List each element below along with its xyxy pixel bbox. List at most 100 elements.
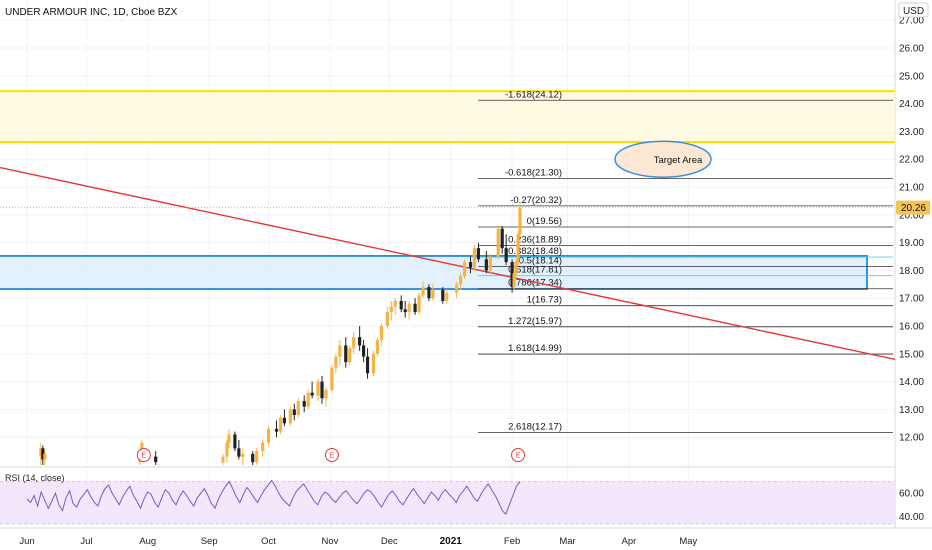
candle xyxy=(43,451,47,465)
candle xyxy=(330,364,334,393)
candle xyxy=(282,409,286,427)
rsi-tick-label: 60.00 xyxy=(899,489,924,500)
x-tick-label: May xyxy=(679,536,697,547)
candle xyxy=(421,281,425,299)
candle xyxy=(427,284,431,301)
x-tick-label: 2021 xyxy=(440,536,463,547)
candle xyxy=(459,273,463,290)
currency-box xyxy=(898,2,929,18)
x-tick-label: Jul xyxy=(80,536,92,547)
fib-level-label: 0.382(18.48) xyxy=(508,246,562,257)
rsi-band xyxy=(0,481,895,524)
y-tick-label: 13.00 xyxy=(899,405,924,416)
candle xyxy=(251,451,255,465)
candle xyxy=(385,306,389,329)
y-tick-label: 20.00 xyxy=(899,210,924,221)
candle xyxy=(334,353,338,374)
candle xyxy=(255,448,259,465)
candle xyxy=(413,298,417,315)
candle xyxy=(504,234,508,265)
supply-zone[interactable] xyxy=(0,91,895,142)
candle xyxy=(365,348,370,379)
candle xyxy=(514,259,518,276)
candle xyxy=(221,453,225,465)
y-tick-label: 19.00 xyxy=(899,238,924,249)
candle xyxy=(316,378,320,402)
earnings-marker[interactable]: E xyxy=(136,448,151,462)
rsi-tick-label: 40.00 xyxy=(899,512,924,523)
currency-label: USD xyxy=(903,6,924,17)
candle xyxy=(445,289,449,304)
y-tick-label: 22.00 xyxy=(899,155,924,166)
candle xyxy=(500,225,504,254)
trendline[interactable] xyxy=(0,166,896,361)
x-tick-label: Mar xyxy=(559,536,575,547)
candle xyxy=(496,225,500,260)
candle xyxy=(512,270,516,290)
fibonacci-extension[interactable]: -1.618(24.12) -0.618(21.30) -0.27(20.32) 0(… xyxy=(478,89,893,433)
candle xyxy=(389,300,393,321)
chart-title: UNDER ARMOUR INC, 1D, Cboe BZX xyxy=(5,7,178,18)
y-tick-label: 26.00 xyxy=(899,44,924,55)
y-tick-label: 18.00 xyxy=(899,266,924,277)
candle xyxy=(516,231,520,265)
candle xyxy=(348,345,352,365)
rsi-line xyxy=(26,479,521,515)
candle xyxy=(407,300,411,321)
candle xyxy=(352,331,356,354)
candle xyxy=(292,403,296,421)
candle xyxy=(375,337,380,357)
fib-level-label: 0.5(18.14) xyxy=(519,256,562,267)
candle xyxy=(296,398,300,418)
candle xyxy=(472,245,477,271)
candle xyxy=(320,376,324,404)
candle xyxy=(362,339,366,363)
last-price-tag xyxy=(896,200,930,215)
time-axis[interactable]: Jun Jul Aug Sep Oct Nov Dec 2021 Feb Mar Apr May xyxy=(0,527,932,547)
candle xyxy=(379,323,384,346)
x-tick-label: Oct xyxy=(261,536,276,547)
candle xyxy=(417,292,421,315)
candle xyxy=(455,281,459,299)
candle xyxy=(310,381,314,399)
earnings-label: E xyxy=(141,453,146,460)
fib-level-label: 2.618(12.17) xyxy=(508,421,562,432)
candle xyxy=(288,406,292,427)
candle xyxy=(241,448,245,465)
candle xyxy=(441,287,445,304)
candle xyxy=(393,298,397,315)
fib-level-label: 0.786(17.34) xyxy=(508,278,562,289)
x-tick-label: Nov xyxy=(321,536,338,547)
candle xyxy=(476,242,481,263)
fib-level-label: 1.618(14.99) xyxy=(508,343,562,354)
candle xyxy=(39,442,43,465)
candle xyxy=(41,445,45,465)
candle xyxy=(462,259,467,279)
y-tick-label: 12.00 xyxy=(899,433,924,444)
y-tick-label: 15.00 xyxy=(899,349,924,360)
fib-level-label: -0.618(21.30) xyxy=(505,168,562,179)
fib-level-label: 0(19.56) xyxy=(527,216,562,227)
y-tick-label: 17.00 xyxy=(899,294,924,305)
candle xyxy=(371,351,376,377)
candle xyxy=(302,395,306,413)
candle xyxy=(518,203,522,238)
earnings-marker[interactable]: E xyxy=(511,448,526,462)
earnings-marker[interactable]: E xyxy=(324,448,339,462)
x-tick-label: Aug xyxy=(139,536,156,547)
candle xyxy=(510,259,514,293)
y-tick-label: 24.00 xyxy=(899,99,924,110)
candle xyxy=(266,426,271,446)
earnings-label: E xyxy=(330,453,335,460)
target-area-ellipse[interactable] xyxy=(614,140,712,178)
fib-level-label: 1.272(15.97) xyxy=(508,316,562,327)
candle xyxy=(261,439,265,457)
demand-zone[interactable] xyxy=(0,255,868,290)
x-tick-label: Apr xyxy=(622,536,637,547)
y-tick-label: 21.00 xyxy=(899,183,924,194)
target-area-label: Target Area xyxy=(654,155,703,166)
candlestick-series xyxy=(39,203,522,465)
price-axis[interactable]: 27.00 26.00 25.00 24.00 23.00 22.00 21.00 20.00… xyxy=(899,16,924,523)
candle xyxy=(358,326,362,352)
